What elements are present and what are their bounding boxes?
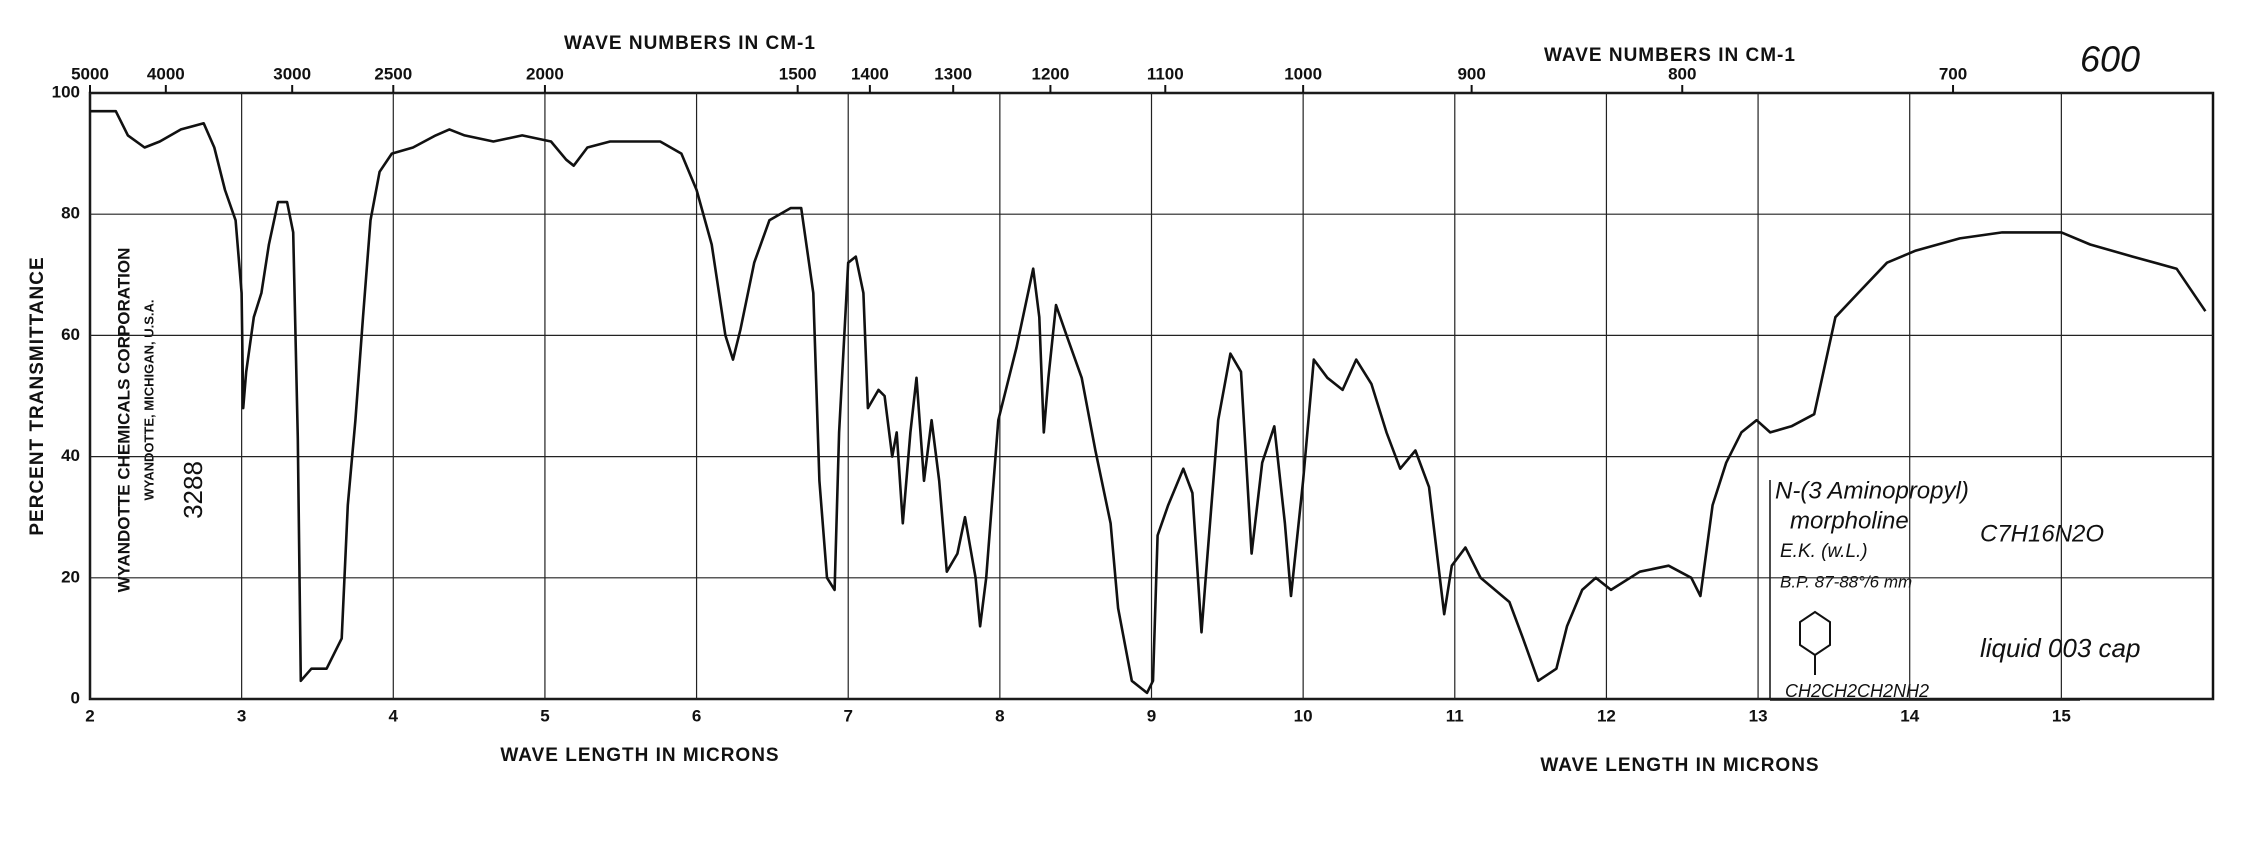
x2-tick-label: 1100 (1147, 64, 1184, 83)
annotation: N-(3 Aminopropyl) (1775, 477, 1969, 504)
y-tick-label: 20 (61, 567, 80, 586)
y-tick-label: 40 (61, 446, 80, 465)
y-tick-label: 100 (52, 82, 80, 101)
company: WYANDOTTE CHEMICALS CORPORATION (114, 248, 133, 593)
x2-tick-label: 3000 (273, 64, 311, 83)
x2-tick-label: 1000 (1284, 64, 1322, 83)
spectrum-line (90, 109, 2207, 695)
x-tick-label: 10 (1294, 706, 1313, 725)
structure-ring (1799, 610, 1831, 675)
x-tick-label: 12 (1597, 706, 1616, 725)
y-tick-label: 80 (61, 204, 80, 223)
annotation: morpholine (1790, 507, 1909, 534)
x2-tick-label: 4000 (147, 64, 185, 83)
x2-tick-label: 1500 (779, 64, 817, 83)
top-axis-title: WAVE NUMBERS IN CM-1 (564, 33, 816, 54)
x-tick-label: 14 (1900, 706, 1919, 725)
annotation: liquid 003 cap (1980, 633, 2140, 663)
page-number: 600 (2080, 39, 2140, 80)
x2-tick-label: 2000 (526, 64, 564, 83)
x2-tick-label: 1200 (1031, 64, 1069, 83)
x-tick-label: 6 (692, 706, 701, 725)
x2-tick-label: 700 (1939, 64, 1967, 83)
x-tick-label: 8 (995, 706, 1004, 725)
annotation: CH2CH2CH2NH2 (1785, 681, 1929, 701)
x-axis-title: WAVE LENGTH IN MICRONS (1540, 755, 1819, 776)
x2-tick-label: 1300 (934, 64, 972, 83)
annotation: B.P. 87-88°/6 mm (1780, 572, 1912, 591)
x-tick-label: 7 (843, 706, 852, 725)
spectrum-number: 3288 (178, 461, 208, 519)
x2-tick-label: 800 (1668, 64, 1696, 83)
top-axis-title: WAVE NUMBERS IN CM-1 (1544, 45, 1796, 66)
annotation: C7H16N2O (1980, 520, 2104, 547)
x2-tick-label: 1400 (851, 64, 889, 83)
x-tick-label: 9 (1147, 706, 1156, 725)
x2-tick-label: 900 (1457, 64, 1485, 83)
x-tick-label: 5 (540, 706, 549, 725)
x-axis-title: WAVE LENGTH IN MICRONS (500, 745, 779, 766)
x2-tick-label: 5000 (71, 64, 109, 83)
x-tick-label: 11 (1446, 706, 1464, 725)
x-tick-label: 4 (389, 706, 399, 725)
x2-tick-label: 2500 (374, 64, 412, 83)
x-tick-label: 15 (2052, 706, 2071, 725)
x-tick-label: 2 (85, 706, 94, 725)
x-tick-label: 3 (237, 706, 246, 725)
y-tick-label: 60 (61, 325, 80, 344)
annotation: E.K. (w.L.) (1780, 541, 1868, 562)
y-axis-title: PERCENT TRANSMITTANCE (27, 256, 48, 535)
y-tick-label: 0 (71, 688, 80, 707)
company-address: WYANDOTTE, MICHIGAN, U.S.A. (141, 299, 156, 500)
x-tick-label: 13 (1749, 706, 1768, 725)
